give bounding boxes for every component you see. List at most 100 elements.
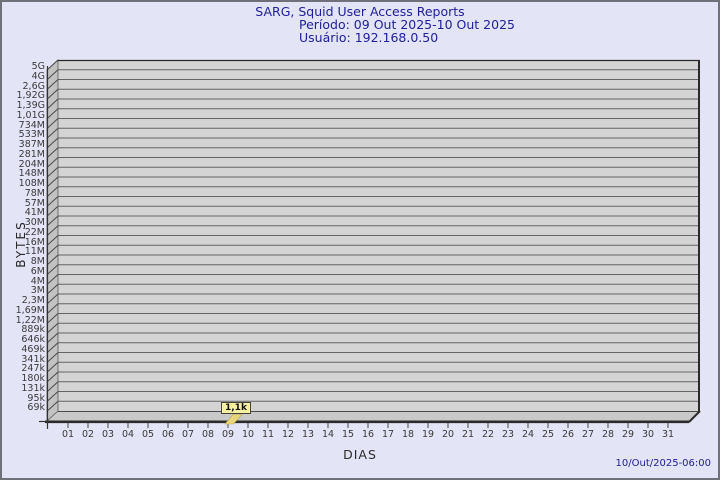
x-tick-label: 24: [521, 429, 535, 440]
x-tick-label: 10: [241, 429, 255, 440]
y-tick-label: 4M: [30, 275, 45, 287]
x-tick-label: 22: [481, 429, 495, 440]
page-title: SARG, Squid User Access Reports: [255, 4, 465, 19]
y-tick-mark: [46, 225, 59, 237]
y-tick-label: 247k: [21, 363, 45, 375]
y-tick-label: 281M: [18, 148, 45, 160]
y-tick-mark: [46, 215, 59, 227]
y-tick-mark: [46, 254, 59, 266]
x-tick-label: 04: [121, 429, 135, 440]
y-tick-mark: [46, 186, 59, 198]
x-tick-label: 25: [541, 429, 555, 440]
x-tick-label: 09: [221, 429, 235, 440]
y-tick-label: 95k: [27, 392, 45, 404]
x-tick-label: 26: [561, 429, 575, 440]
x-tick-label: 28: [601, 429, 615, 440]
y-tick-mark: [46, 59, 59, 71]
y-tick-mark: [46, 118, 59, 129]
y-tick-mark: [46, 157, 59, 168]
y-tick-mark: [46, 313, 59, 324]
y-tick-label: 2,3M: [21, 295, 45, 306]
y-tick-label: 387M: [18, 139, 45, 150]
y-tick-label: 57M: [24, 197, 45, 209]
x-axis-title: DIAS: [343, 447, 377, 462]
y-tick-mark: [46, 196, 59, 207]
y-tick-mark: [46, 381, 59, 393]
y-axis-labels: 5G 4G 2,6G 1,92G 1,39G 1,01G 734M 533M 387M 281M 2…: [0, 0, 45, 480]
x-tick-label: 21: [461, 429, 475, 440]
y-tick-label: 889k: [21, 324, 45, 336]
y-tick-mark: [46, 332, 59, 344]
x-tick-label: 19: [421, 429, 435, 440]
x-tick-label: 11: [261, 429, 275, 440]
y-tick-mark: [46, 176, 59, 188]
y-tick-label: 1,01G: [16, 109, 45, 121]
y-tick-label: 131k: [21, 382, 45, 394]
y-tick-label: 69k: [27, 402, 45, 414]
y-tick-label: 1,69M: [15, 304, 45, 316]
y-tick-label: 204M: [18, 158, 45, 170]
y-tick-mark: [46, 303, 59, 315]
x-tick-label: 03: [101, 429, 115, 440]
x-tick-label: 05: [141, 429, 155, 440]
x-tick-label: 02: [81, 429, 95, 440]
data-bar: [224, 414, 243, 425]
y-tick-label: 180k: [21, 373, 45, 384]
y-tick-label: 646k: [21, 334, 45, 345]
x-tick-label: 29: [621, 429, 635, 440]
y-tick-mark: [46, 264, 59, 276]
x-tick-label: 20: [441, 429, 455, 440]
y-tick-mark: [46, 361, 59, 373]
y-tick-mark: [46, 274, 59, 285]
y-tick-mark: [46, 352, 59, 363]
x-tick-label: 01: [61, 429, 75, 440]
y-tick-label: 1,22M: [15, 314, 45, 326]
y-tick-mark: [46, 244, 59, 256]
y-tick-label: 6M: [30, 265, 45, 277]
subtitle-period: Período: 09 Out 2025-10 Out 2025: [299, 17, 515, 32]
y-tick-mark: [46, 79, 59, 90]
y-tick-mark: [46, 69, 59, 81]
x-tick-label: 07: [181, 429, 195, 440]
data-point-value-flag: 1,1k: [221, 402, 251, 414]
x-tick-label: 16: [361, 429, 375, 440]
y-tick-label: 533M: [18, 129, 45, 141]
x-tick-label: 08: [201, 429, 215, 440]
x-tick-label: 17: [381, 429, 395, 440]
y-tick-label: 1,92G: [16, 90, 45, 102]
y-tick-mark: [46, 98, 59, 110]
subtitle-user: Usuário: 192.168.0.50: [299, 30, 439, 45]
floor-right-edge: [688, 410, 701, 423]
y-tick-mark: [46, 293, 59, 305]
y-tick-label: 469k: [21, 343, 45, 355]
y-tick-label: 30M: [24, 217, 45, 228]
y-tick-mark: [46, 147, 59, 159]
y-tick-mark: [46, 88, 59, 100]
y-tick-label: 108M: [18, 178, 45, 189]
y-tick-label: 22M: [24, 226, 45, 238]
y-tick-label: 1,39G: [16, 100, 45, 111]
y-tick-mark: [46, 235, 59, 246]
x-tick-label: 15: [341, 429, 355, 440]
y-tick-label: 148M: [18, 168, 45, 180]
x-tick-label: 06: [161, 429, 175, 440]
y-tick-mark: [46, 371, 59, 383]
y-tick-label: 3M: [30, 285, 45, 297]
y-tick-mark: [46, 322, 59, 334]
y-tick-mark: [46, 205, 59, 217]
y-tick-label: 41M: [24, 207, 45, 219]
y-tick-label: 2,6G: [22, 80, 45, 92]
y-tick-mark: [46, 400, 59, 412]
y-tick-mark: [46, 342, 59, 354]
y-tick-mark: [46, 391, 59, 402]
y-tick-mark: [46, 127, 59, 139]
y-tick-mark: [46, 166, 59, 178]
x-tick-label: 18: [401, 429, 415, 440]
x-tick-label: 13: [301, 429, 315, 440]
y-tick-label: 11M: [24, 246, 45, 258]
y-tick-label: 734M: [18, 119, 45, 131]
x-tick-label: 31: [661, 429, 675, 440]
y-tick-mark: [46, 137, 59, 149]
x-tick-label: 27: [581, 429, 595, 440]
